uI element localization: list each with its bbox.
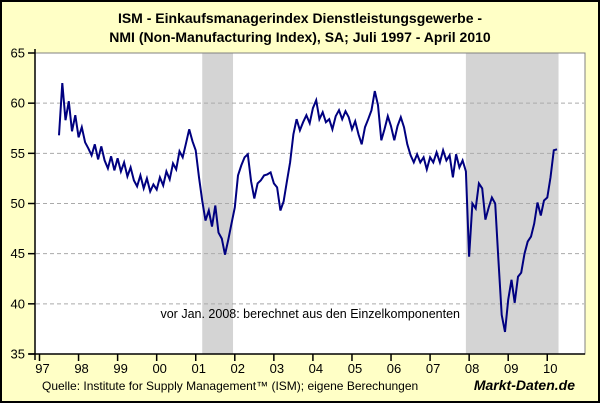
x-tick-label: 97 (35, 361, 49, 376)
chart-title-line2: NMI (Non-Manufacturing Index), SA; Juli … (109, 29, 491, 45)
x-tick-label: 01 (192, 361, 206, 376)
y-tick-label: 35 (11, 347, 25, 362)
y-tick-label: 60 (11, 96, 25, 111)
x-tick-label: 07 (426, 361, 440, 376)
x-tick-label: 10 (543, 361, 557, 376)
y-tick-label: 40 (11, 296, 25, 311)
x-tick-label: 05 (348, 361, 362, 376)
y-tick-label: 55 (11, 146, 25, 161)
x-tick-label: 98 (74, 361, 88, 376)
x-tick-label: 99 (113, 361, 127, 376)
x-tick-label: 04 (309, 361, 323, 376)
x-tick-label: 09 (504, 361, 518, 376)
x-tick-label: 03 (270, 361, 284, 376)
y-tick-label: 50 (11, 196, 25, 211)
y-tick-label: 45 (11, 246, 25, 261)
chart-title-line1: ISM - Einkaufsmanagerindex Dienstleistun… (117, 10, 483, 26)
chart-title: ISM - Einkaufsmanagerindex Dienstleistun… (2, 9, 598, 47)
chart-annotation: vor Jan. 2008: berechnet aus den Einzelk… (160, 307, 460, 321)
x-tick-label: 06 (387, 361, 401, 376)
source-note: Quelle: Institute for Supply Management™… (42, 379, 419, 393)
nmi-series-line (58, 83, 558, 333)
x-tick-label: 02 (231, 361, 245, 376)
y-tick-label: 65 (11, 46, 25, 61)
watermark-markt-daten: Markt-Daten.de (473, 377, 575, 393)
x-tick-label: 08 (465, 361, 479, 376)
x-tick-label: 00 (152, 361, 166, 376)
